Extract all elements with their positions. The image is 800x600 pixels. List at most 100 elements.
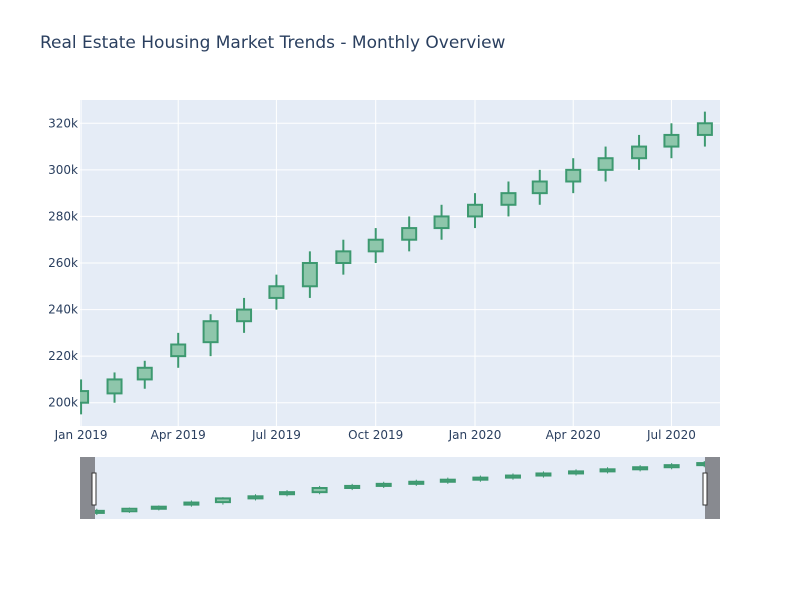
mini-candle-body (214, 497, 231, 504)
candle[interactable] (136, 360, 153, 389)
mini-candle (568, 469, 585, 476)
candle[interactable] (500, 181, 517, 217)
candle[interactable] (367, 228, 384, 263)
x-tick-label: Jul 2020 (646, 428, 696, 442)
range-slider-left-mask (80, 457, 95, 519)
candle-body (170, 343, 187, 358)
candle-body (106, 378, 123, 395)
grid-lines (80, 100, 720, 426)
mini-candle-body (439, 478, 456, 483)
candle[interactable] (696, 111, 713, 147)
y-tick-label: 280k (48, 209, 78, 223)
range-slider[interactable] (80, 457, 720, 519)
mini-candle-body (150, 505, 167, 510)
candle-body (268, 285, 285, 299)
mini-candle (599, 467, 616, 474)
candle-body (500, 192, 517, 206)
range-slider-mini-candles (88, 461, 713, 515)
mini-candle-body (183, 501, 200, 506)
range-slider-right-handle[interactable] (702, 472, 708, 506)
candle-body (696, 122, 713, 136)
candle-body (301, 262, 318, 288)
mini-candle-body (504, 474, 521, 479)
candle-body (531, 180, 548, 195)
mini-candle (408, 479, 425, 486)
mini-candle-body (247, 495, 264, 500)
mini-candle (214, 497, 231, 505)
range-slider-right-mask (705, 457, 720, 519)
mini-candle-body (632, 466, 649, 471)
mini-candle (311, 485, 328, 495)
candle-body (631, 145, 648, 160)
candle[interactable] (531, 169, 548, 205)
y-axis-ticks: 200k 220k 240k 260k 280k 300k 320k (48, 116, 78, 409)
mini-candle-body (408, 480, 425, 485)
x-tick-label: Oct 2019 (348, 428, 403, 442)
candle-body (335, 250, 352, 265)
candle[interactable] (433, 204, 450, 240)
mini-candle-body (121, 507, 138, 513)
candle-body (663, 133, 680, 148)
range-slider-left-handle[interactable] (91, 472, 97, 506)
x-tick-label: Jul 2019 (251, 428, 301, 442)
candle-body (236, 308, 253, 323)
mini-candle (535, 471, 552, 478)
y-tick-label: 240k (48, 303, 78, 317)
mini-candle-body (472, 476, 489, 481)
candle[interactable] (268, 274, 285, 310)
mini-candle (504, 473, 521, 480)
candle[interactable] (631, 134, 648, 170)
candle-body (202, 320, 219, 344)
range-slider-background (80, 457, 720, 519)
x-tick-label: Apr 2020 (546, 428, 601, 442)
mini-candle (439, 477, 456, 484)
candle-body (367, 238, 384, 253)
candle-body (80, 390, 90, 404)
candle[interactable] (74, 379, 90, 415)
candle-body (433, 215, 450, 230)
mini-candle-body (663, 464, 680, 469)
y-tick-label: 200k (48, 396, 78, 410)
x-tick-label: Jan 2020 (448, 428, 502, 442)
candle[interactable] (467, 193, 484, 229)
mini-candle (632, 465, 649, 472)
candle-body (597, 157, 614, 171)
candle[interactable] (565, 158, 582, 194)
candle[interactable] (170, 332, 187, 368)
x-tick-label: Jan 2019 (54, 428, 108, 442)
mini-candle (344, 483, 361, 491)
chart-title: Real Estate Housing Market Trends - Mont… (40, 33, 506, 53)
candle[interactable] (301, 251, 318, 298)
mini-candle (663, 463, 680, 470)
candle[interactable] (335, 239, 352, 275)
x-axis-ticks: Jan 2019 Apr 2019 Jul 2019 Oct 2019 Jan 2020… (54, 428, 696, 442)
x-tick-label: Apr 2019 (151, 428, 206, 442)
mini-candle-body (279, 491, 296, 496)
mini-candle-body (311, 487, 328, 494)
mini-candle (247, 494, 264, 501)
mini-candle-body (568, 470, 585, 475)
candles[interactable] (74, 111, 713, 415)
mini-candle (279, 490, 296, 497)
candle[interactable] (106, 372, 123, 403)
mini-candle (121, 507, 138, 513)
candle[interactable] (236, 297, 253, 333)
candle-body (401, 227, 418, 241)
candle[interactable] (597, 146, 614, 182)
candle[interactable] (401, 216, 418, 252)
mini-candle (150, 505, 167, 511)
candle-body (565, 168, 582, 183)
y-tick-label: 320k (48, 116, 78, 130)
mini-candle-body (535, 472, 552, 477)
y-tick-label: 220k (48, 349, 78, 363)
y-tick-label: 260k (48, 256, 78, 270)
candle-body (136, 366, 153, 381)
candle[interactable] (663, 123, 680, 159)
candle-body (467, 203, 484, 218)
candle[interactable] (202, 314, 219, 357)
mini-candle (472, 475, 489, 482)
mini-candle-body (344, 484, 361, 489)
mini-candle (183, 500, 200, 507)
mini-candle-body (375, 482, 392, 487)
